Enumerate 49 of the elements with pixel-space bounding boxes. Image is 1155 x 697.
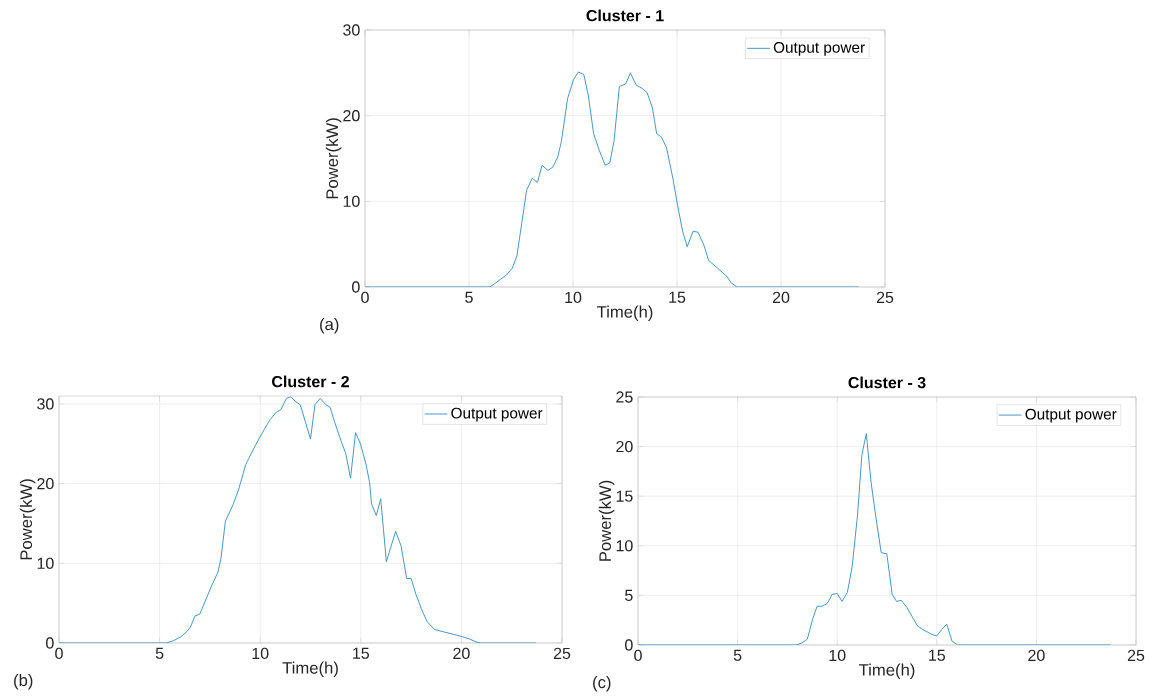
x-tick-label: 5 [465,291,473,303]
y-tick-label: 0 [46,637,54,649]
y-tick-label: 20 [616,440,633,453]
x-tick-label: 20 [453,647,470,660]
y-tick-label: 0 [352,281,360,293]
y-tick-label: 30 [343,24,360,36]
x-tick-label: 15 [929,649,946,661]
x-tick-label: 20 [772,291,790,304]
y-tick-label: 30 [37,398,54,410]
x-tick-label: 10 [252,647,269,660]
text: (a) [320,317,339,334]
x-tick-label: 20 [1028,649,1045,662]
line-series [365,71,860,287]
y-tick-label: 10 [343,195,360,207]
chart-title: Cluster - 1 [586,9,664,22]
x-axis-title: Time(h) [282,661,338,678]
chart-title: Cluster - 3 [848,376,926,389]
y-tick-label: 25 [616,391,633,403]
y-axis-title: Power(kW) [598,480,615,561]
text: (c) [593,675,611,692]
x-tick-label: 15 [353,647,370,659]
x-tick-label: 25 [1127,649,1145,662]
x-tick-label: 5 [733,649,742,661]
x-tick-label: 25 [553,647,571,660]
y-tick-label: 10 [616,540,633,552]
y-axis-title: Power(kW) [325,118,342,199]
chart-title: Cluster - 2 [272,375,349,388]
x-axis-title: Time(h) [596,305,653,322]
x-tick-label: 10 [565,291,582,304]
x-tick-label: 15 [669,291,686,303]
x-tick-label: 10 [829,649,846,662]
y-tick-label: 15 [616,490,633,502]
y-tick-label: 20 [343,110,360,122]
x-tick-label: 0 [55,647,63,660]
legend-label: Output power [1025,408,1117,423]
x-tick-label: 0 [634,649,642,662]
line-series [638,433,1112,645]
x-tick-label: 0 [361,291,369,304]
y-tick-label: 5 [625,589,633,601]
y-tick-label: 10 [37,557,54,569]
y-axis-title: Power(kW) [19,479,36,560]
y-tick-label: 0 [625,639,633,651]
x-axis-title: Time(h) [858,663,915,680]
y-tick-label: 20 [37,477,54,490]
text: (b) [14,673,33,690]
x-tick-label: 5 [155,647,164,659]
legend-label: Output power [773,41,865,56]
legend-label: Output power [451,407,543,422]
x-tick-label: 25 [876,291,894,304]
